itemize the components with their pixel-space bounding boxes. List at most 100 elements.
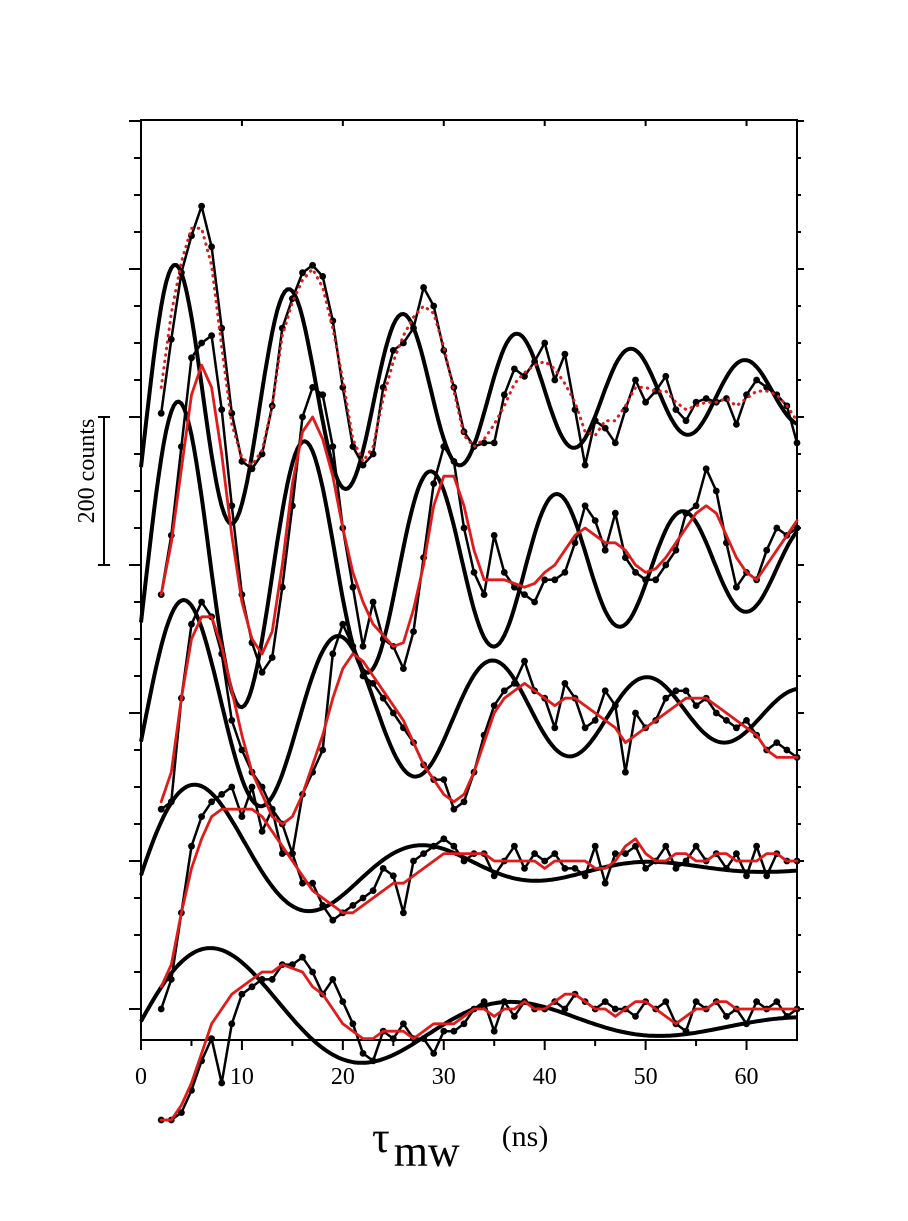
data-point xyxy=(723,1013,730,1020)
data-point xyxy=(551,376,559,384)
data-point xyxy=(430,1050,438,1057)
data-point xyxy=(541,857,549,865)
x-tick-label: 30 xyxy=(432,1064,456,1090)
data-point xyxy=(581,461,589,469)
data-point xyxy=(369,887,377,894)
fit-curve-4 xyxy=(139,782,798,914)
plot-axes: 0 10 20 30 40 50 60 xyxy=(98,119,804,1090)
data-point xyxy=(541,339,549,347)
data-point xyxy=(571,865,579,872)
data-point xyxy=(369,598,377,606)
data-point xyxy=(339,998,347,1005)
data-point xyxy=(349,583,357,591)
data-point xyxy=(642,576,649,584)
data-point xyxy=(299,269,306,277)
data-point xyxy=(349,443,357,450)
data-point xyxy=(339,620,347,628)
data-point xyxy=(268,654,276,661)
data-point xyxy=(490,532,498,539)
data-point xyxy=(359,1050,367,1057)
data-point xyxy=(521,372,528,380)
smoothed-trace-4 xyxy=(159,807,799,989)
data-point xyxy=(511,365,518,373)
data-point xyxy=(450,1027,458,1035)
data-point xyxy=(460,524,468,532)
data-point xyxy=(450,805,458,813)
data-point xyxy=(591,517,599,524)
x-tick-label: 20 xyxy=(331,1064,355,1090)
data-point xyxy=(157,409,165,417)
data-point xyxy=(369,680,377,687)
data-point xyxy=(319,746,327,754)
fit-curve-1 xyxy=(139,263,798,526)
data-point xyxy=(611,702,619,709)
data-point xyxy=(248,465,256,473)
data-point xyxy=(632,709,639,717)
data-point xyxy=(198,813,206,820)
data-point xyxy=(319,391,327,399)
data-point xyxy=(682,1027,690,1035)
data-point xyxy=(248,983,256,991)
data-point xyxy=(208,1035,216,1042)
data-point xyxy=(268,976,276,983)
data-point xyxy=(349,643,357,650)
data-point xyxy=(410,628,417,635)
data-point xyxy=(289,850,296,857)
data-point xyxy=(410,324,417,332)
data-point xyxy=(611,1005,619,1013)
data-point xyxy=(188,842,195,850)
data-point xyxy=(278,850,286,857)
data-point xyxy=(198,598,206,606)
data-point xyxy=(349,1020,357,1028)
data-point xyxy=(611,850,619,857)
data-point xyxy=(692,842,700,850)
data-point xyxy=(723,717,730,724)
data-point xyxy=(480,439,488,447)
data-point xyxy=(490,1027,498,1035)
data-point xyxy=(793,439,801,447)
x-tick-label: 60 xyxy=(735,1064,759,1090)
data-point xyxy=(329,976,337,983)
data-point xyxy=(622,850,629,857)
data-point xyxy=(178,1109,185,1116)
data-point xyxy=(521,657,528,665)
data-point xyxy=(369,450,377,458)
data-point xyxy=(319,902,327,909)
data-point xyxy=(561,350,569,358)
data-point xyxy=(672,406,680,413)
data-point xyxy=(571,406,579,413)
data-point xyxy=(753,842,760,850)
data-point xyxy=(511,842,518,850)
data-point xyxy=(379,694,387,702)
data-point xyxy=(561,1005,569,1013)
data-point xyxy=(652,576,660,584)
data-point xyxy=(551,724,559,732)
data-point xyxy=(733,421,740,428)
data-point xyxy=(632,842,639,850)
data-point xyxy=(299,413,306,421)
data-point xyxy=(400,909,407,917)
data-point xyxy=(309,879,316,887)
data-point xyxy=(662,561,670,569)
data-point xyxy=(460,857,468,865)
data-point xyxy=(157,805,165,813)
data-trace-5 xyxy=(161,955,798,1122)
data-trace-2 xyxy=(159,334,798,674)
x-axis-symbol: τ xyxy=(372,1113,390,1162)
data-point xyxy=(773,524,781,532)
data-point xyxy=(622,554,629,561)
data-point xyxy=(208,798,216,806)
data-point xyxy=(389,347,397,354)
data-point xyxy=(359,894,367,902)
data-point xyxy=(611,439,619,447)
data-point xyxy=(571,539,579,547)
data-point xyxy=(581,724,589,732)
data-point xyxy=(500,569,508,576)
data-point xyxy=(733,724,740,732)
data-point xyxy=(440,443,448,450)
data-point xyxy=(359,672,367,680)
data-point xyxy=(440,1027,448,1035)
data-point xyxy=(712,487,720,495)
data-point xyxy=(208,243,216,251)
x-axis-unit: (ns) xyxy=(502,1120,549,1153)
